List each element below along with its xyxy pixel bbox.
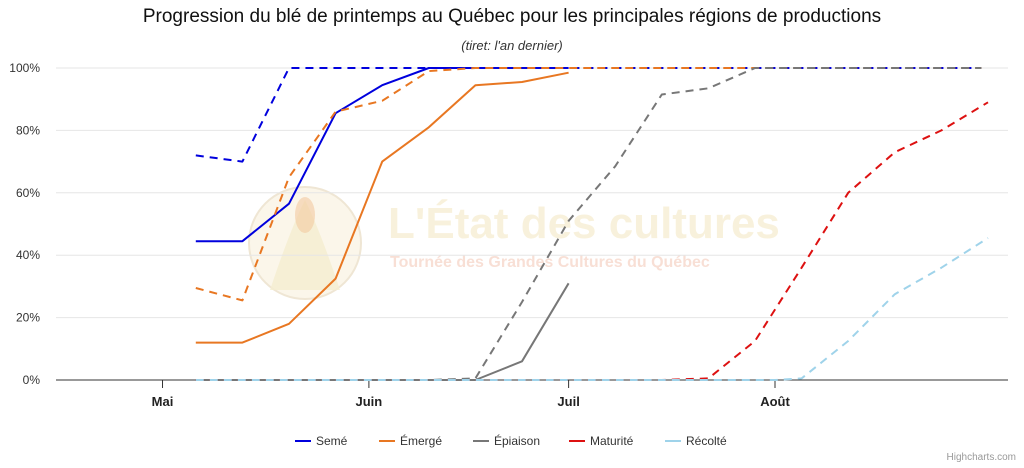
gridlines [56, 67, 1008, 319]
y-tick-label: 100% [9, 61, 40, 75]
series-line [195, 282, 570, 381]
series-line [195, 67, 982, 381]
series-line [195, 67, 982, 163]
series-line [195, 71, 569, 344]
watermark-logo: L'État des cultures Tournée des Grandes … [248, 186, 780, 300]
legend-item[interactable]: Récolté [686, 434, 727, 448]
x-tick-label: Juil [557, 394, 579, 409]
y-tick-label: 80% [16, 123, 40, 137]
watermark-title: L'État des cultures [388, 198, 780, 248]
legend: Semé Émergé Épiaison Maturité Récolté [295, 433, 727, 448]
x-tick-label: Mai [152, 394, 174, 409]
y-tick-label: 40% [16, 248, 40, 262]
legend-item[interactable]: Maturité [590, 434, 634, 448]
series-line [195, 67, 982, 302]
y-axis-ticks: 0% 20% 40% 60% 80% 100% [9, 61, 40, 387]
chart-title: Progression du blé de printemps au Québe… [142, 6, 882, 27]
series-line [195, 237, 989, 381]
watermark-subtitle: Tournée des Grandes Cultures du Québec [390, 254, 710, 271]
credits-link[interactable]: Highcharts.com [946, 452, 1016, 463]
legend-item[interactable]: Semé [316, 434, 348, 448]
y-tick-label: 0% [23, 373, 41, 387]
legend-item[interactable]: Émergé [400, 433, 442, 448]
legend-item[interactable]: Épiaison [494, 433, 540, 448]
x-tick-label: Août [760, 394, 790, 409]
x-tick-label: Juin [356, 394, 383, 409]
y-tick-label: 20% [16, 311, 40, 325]
x-axis: Mai Juin Juil Août [56, 379, 1008, 409]
chart-subtitle: (tiret: l'an dernier) [461, 38, 563, 53]
y-tick-label: 60% [16, 186, 40, 200]
series-group [195, 67, 989, 381]
